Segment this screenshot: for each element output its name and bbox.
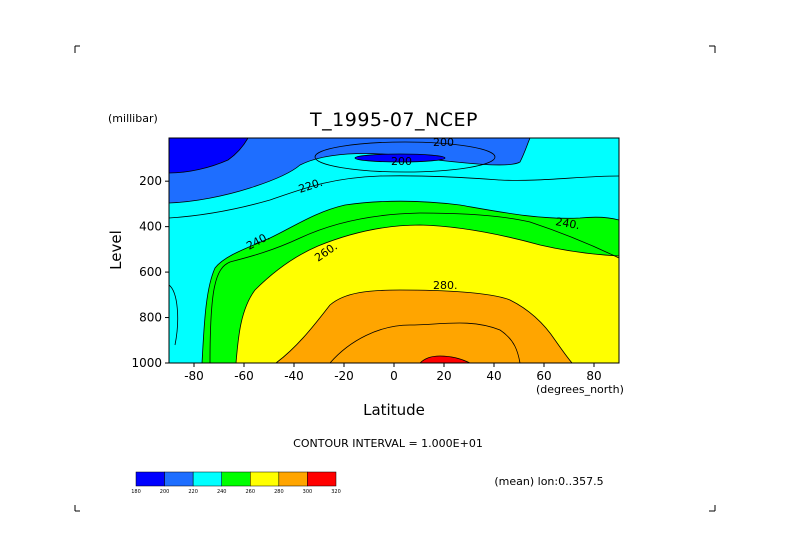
x-axis: -80 -60 -40 -20 0 20 40 60 80: [184, 363, 602, 383]
contour-label: 200: [433, 136, 454, 149]
y-tick-label: 1000: [131, 356, 162, 370]
colorbar-label: 280: [274, 489, 284, 495]
x-tick-label: 60: [536, 369, 551, 383]
colorbar-label: 200: [160, 489, 170, 495]
colorbar-swatch: [307, 471, 337, 487]
colorbar-label: 320: [331, 489, 341, 495]
band-200-220: [169, 138, 531, 204]
contour-interval-text: CONTOUR INTERVAL = 1.000E+01: [293, 437, 483, 450]
info-text: (mean) lon:0..357.5: [494, 475, 603, 488]
colorbar-label: 220: [188, 489, 198, 495]
colorbar-label: 240: [217, 489, 227, 495]
x-tick-label: -80: [184, 369, 204, 383]
y-tick-label: 400: [139, 220, 162, 234]
corner-mark: [74, 505, 80, 512]
corner-mark: [74, 45, 80, 53]
chart-title: T_1995-07_NCEP: [309, 109, 478, 131]
contour-line: [314, 141, 496, 173]
y-axis-label: Level: [107, 230, 125, 270]
corner-mark: [709, 45, 716, 53]
colorbar-swatch: [250, 471, 280, 487]
colorbar-swatch: [135, 471, 165, 487]
colorbar-swatch: [164, 471, 194, 487]
colorbar-label: 180: [131, 489, 141, 495]
x-tick-label: 80: [586, 369, 601, 383]
contour-line: [329, 322, 521, 363]
units-label: (millibar): [108, 112, 158, 125]
contour-fills: [169, 138, 619, 363]
band-180-200: [169, 138, 249, 174]
band-300-320: [419, 355, 471, 363]
colorbar-swatch: [192, 471, 222, 487]
contour-line: [169, 284, 179, 346]
x-tick-label: -40: [284, 369, 304, 383]
x-tick-label: -20: [334, 369, 354, 383]
x-tick-label: 40: [486, 369, 501, 383]
y-tick-label: 800: [139, 311, 162, 325]
contour-label: 280.: [433, 279, 458, 292]
x-units-label: (degrees_north): [536, 383, 624, 396]
contour-label: 200: [391, 155, 412, 168]
x-tick-label: 0: [390, 369, 398, 383]
colorbar: 180 200 220 240 260 280 300 320: [131, 471, 341, 495]
colorbar-label: 300: [303, 489, 313, 495]
colorbar-swatch: [221, 471, 251, 487]
plot-area: [168, 137, 620, 364]
corner-mark: [709, 505, 716, 512]
contour-line: [169, 175, 619, 219]
x-tick-label: 20: [436, 369, 451, 383]
y-tick-label: 200: [139, 174, 162, 188]
contour-label: 240.: [554, 215, 580, 232]
x-tick-label: -60: [234, 369, 254, 383]
y-axis: 200 400 600 800 1000: [131, 174, 169, 370]
colorbar-label: 260: [246, 489, 256, 495]
y-tick-label: 600: [139, 265, 162, 279]
band-180-200: [354, 153, 446, 163]
x-axis-label: Latitude: [363, 401, 425, 419]
colorbar-swatch: [278, 471, 308, 487]
contour-line: [209, 212, 619, 363]
